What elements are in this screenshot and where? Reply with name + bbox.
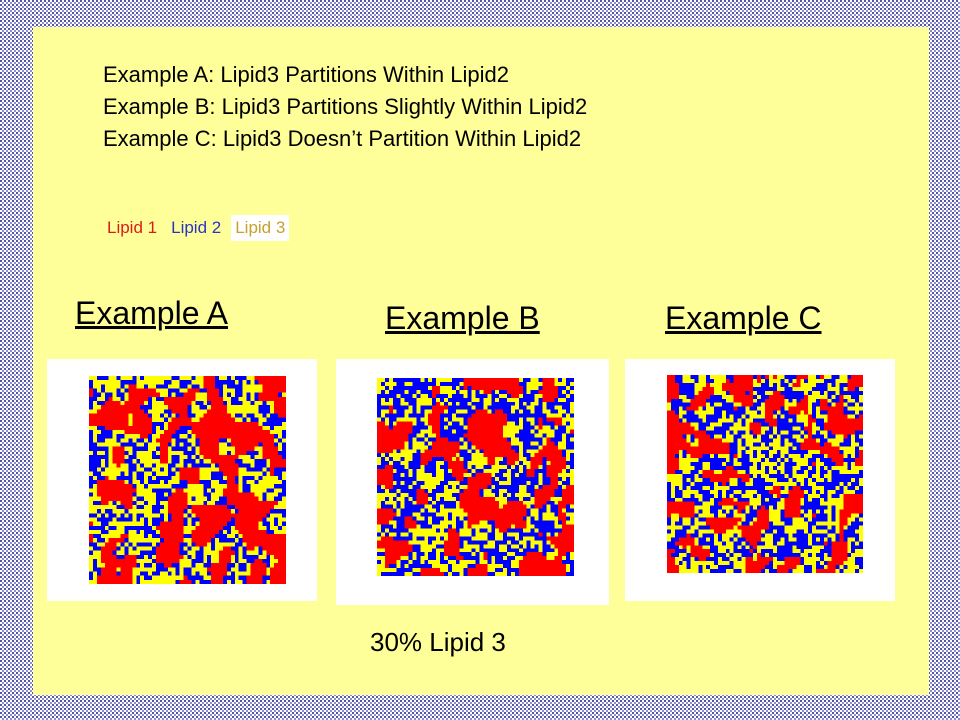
example-b-lattice bbox=[377, 378, 574, 576]
legend-lipid-1: Lipid 1 bbox=[107, 218, 158, 237]
description-line-b: Example B: Lipid3 Partitions Slightly Wi… bbox=[103, 94, 588, 119]
legend-lipid-3: Lipid 3 bbox=[231, 215, 290, 241]
example-c-lattice bbox=[667, 375, 863, 573]
example-a-heading: Example A bbox=[75, 295, 228, 331]
example-c-heading: Example C bbox=[665, 300, 822, 336]
description-line-c: Example C: Lipid3 Doesn’t Partition With… bbox=[103, 126, 582, 151]
example-a-lattice bbox=[89, 376, 286, 584]
example-a-panel bbox=[47, 359, 317, 601]
slide-background: Example A: Lipid3 Partitions Within Lipi… bbox=[33, 27, 929, 695]
composition-caption: 30% Lipid 3 bbox=[370, 627, 506, 657]
description-line-a: Example A: Lipid3 Partitions Within Lipi… bbox=[103, 62, 509, 87]
example-b-heading: Example B bbox=[385, 300, 540, 336]
legend-lipid-2: Lipid 2 bbox=[171, 218, 222, 237]
example-c-panel bbox=[625, 359, 895, 601]
description-block: Example A: Lipid3 Partitions Within Lipi… bbox=[103, 59, 587, 155]
lipid-legend: Lipid 1 Lipid 2 Lipid 3 bbox=[103, 214, 295, 242]
example-b-panel bbox=[336, 359, 609, 605]
